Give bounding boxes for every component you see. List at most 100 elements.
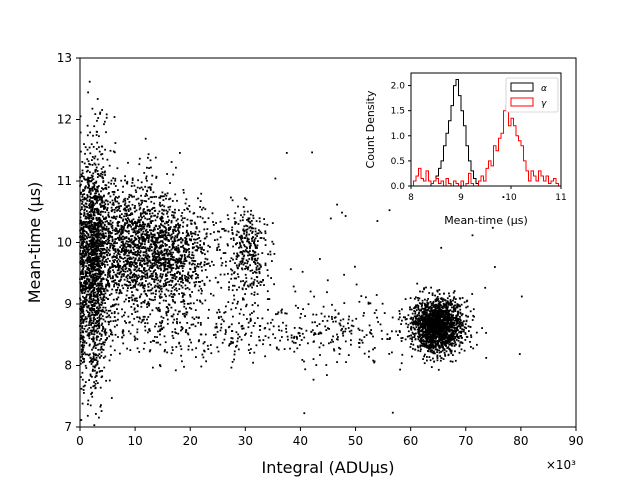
scatter-point <box>203 228 206 231</box>
scatter-point <box>104 306 107 309</box>
scatter-point <box>141 284 144 287</box>
scatter-point <box>147 153 150 156</box>
scatter-point <box>135 209 138 212</box>
scatter-point <box>212 294 215 297</box>
scatter-point <box>155 244 158 247</box>
scatter-point <box>169 228 172 230</box>
scatter-point <box>151 259 154 261</box>
scatter-point <box>97 263 100 265</box>
scatter-point <box>173 259 176 262</box>
scatter-point <box>93 291 96 294</box>
scatter-point <box>348 330 351 333</box>
scatter-point <box>132 246 134 249</box>
scatter-point <box>130 225 132 228</box>
scatter-point <box>144 195 147 197</box>
scatter-point <box>92 274 95 277</box>
scatter-point <box>116 298 118 301</box>
scatter-point <box>150 233 153 236</box>
scatter-point <box>157 306 160 309</box>
scatter-point <box>117 225 120 227</box>
scatter-point <box>320 342 322 345</box>
scatter-point <box>363 352 366 355</box>
scatter-point <box>255 266 258 269</box>
scatter-point <box>83 205 86 208</box>
scatter-point <box>363 336 366 338</box>
scatter-point <box>103 206 105 209</box>
scatter-point <box>92 317 95 319</box>
scatter-point <box>95 264 98 267</box>
scatter-point <box>136 304 139 306</box>
scatter-point <box>97 257 100 260</box>
scatter-point <box>238 264 240 267</box>
scatter-point <box>244 293 246 295</box>
scatter-point <box>358 329 361 331</box>
scatter-point <box>97 228 100 231</box>
scatter-point <box>133 227 136 230</box>
scatter-point <box>106 242 109 245</box>
scatter-point <box>376 316 378 319</box>
scatter-point <box>132 274 134 276</box>
scatter-point <box>128 220 131 223</box>
scatter-point <box>97 302 100 305</box>
scatter-point <box>205 235 208 238</box>
scatter-point <box>93 287 96 289</box>
scatter-point <box>184 258 187 260</box>
scatter-point <box>251 232 253 234</box>
scatter-point <box>88 215 91 218</box>
scatter-point <box>169 258 172 260</box>
scatter-point <box>170 268 173 271</box>
scatter-point <box>96 131 98 133</box>
scatter-point <box>92 352 95 355</box>
scatter-point <box>126 254 129 257</box>
scatter-point <box>114 238 117 241</box>
scatter-point <box>186 322 189 324</box>
scatter-point <box>96 307 98 309</box>
scatter-point <box>289 347 291 350</box>
scatter-point <box>166 244 168 246</box>
scatter-point <box>87 254 90 257</box>
scatter-point <box>135 224 137 226</box>
scatter-point <box>131 195 134 198</box>
scatter-point <box>156 231 159 234</box>
scatter-point <box>216 238 219 241</box>
scatter-point <box>100 255 103 258</box>
scatter-point <box>85 274 88 277</box>
scatter-point <box>83 162 86 165</box>
scatter-point <box>307 303 310 306</box>
scatter-point <box>235 255 238 258</box>
scatter-point <box>137 249 139 252</box>
scatter-point <box>246 251 249 253</box>
scatter-point <box>89 226 92 229</box>
scatter-point <box>132 218 135 221</box>
scatter-point <box>427 314 429 316</box>
scatter-point <box>87 245 90 248</box>
scatter-point <box>174 211 176 214</box>
scatter-point <box>243 225 246 228</box>
scatter-point <box>159 333 161 336</box>
scatter-point <box>144 329 147 332</box>
scatter-point <box>109 149 112 152</box>
scatter-point <box>158 235 161 237</box>
scatter-point <box>249 247 251 250</box>
scatter-point <box>104 187 106 190</box>
scatter-point <box>99 270 101 273</box>
scatter-point <box>93 318 95 321</box>
scatter-point <box>155 175 158 178</box>
scatter-point <box>111 240 114 243</box>
scatter-point <box>331 338 333 341</box>
scatter-point <box>204 257 207 260</box>
scatter-point <box>108 294 111 296</box>
scatter-point <box>87 258 90 261</box>
scatter-point <box>197 289 200 292</box>
scatter-point <box>93 337 95 340</box>
scatter-point <box>175 258 178 260</box>
scatter-point <box>151 263 154 266</box>
scatter-point <box>87 91 89 94</box>
scatter-point <box>115 291 118 294</box>
scatter-point <box>90 254 93 257</box>
scatter-point <box>158 254 160 256</box>
scatter-point <box>466 305 469 308</box>
scatter-point <box>119 265 122 267</box>
scatter-point <box>183 365 185 368</box>
scatter-point <box>160 285 162 288</box>
